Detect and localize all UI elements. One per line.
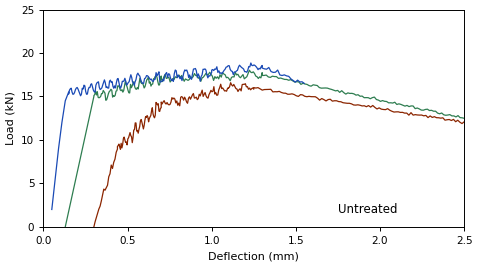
Text: Untreated: Untreated	[338, 203, 397, 217]
X-axis label: Deflection (mm): Deflection (mm)	[208, 252, 299, 261]
Y-axis label: Load (kN): Load (kN)	[6, 91, 16, 145]
